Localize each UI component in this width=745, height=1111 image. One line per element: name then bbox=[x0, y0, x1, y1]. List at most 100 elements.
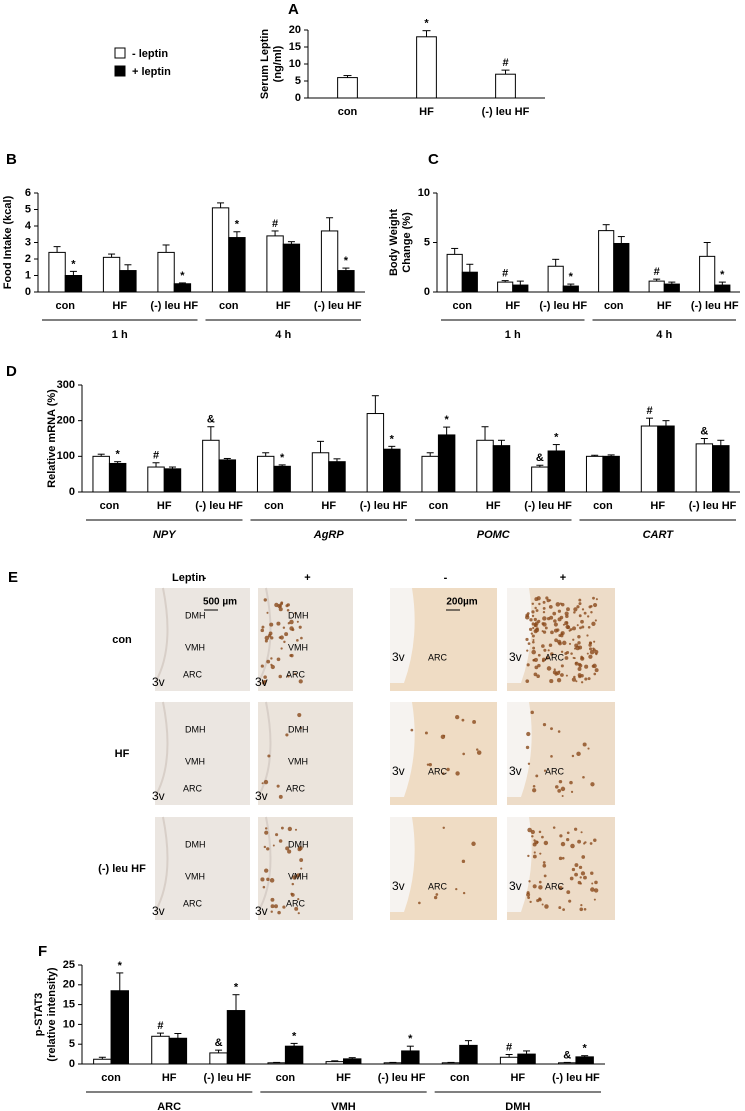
bar bbox=[147, 466, 165, 493]
region-label: 3v bbox=[255, 904, 268, 918]
stain bbox=[530, 632, 533, 635]
stain bbox=[542, 863, 547, 868]
stain bbox=[537, 653, 541, 657]
stain bbox=[591, 882, 594, 885]
stain bbox=[532, 788, 537, 793]
stain bbox=[532, 658, 536, 662]
stain bbox=[285, 733, 289, 737]
stain bbox=[284, 632, 289, 637]
significance-marker: # bbox=[502, 57, 508, 69]
stain bbox=[560, 841, 566, 847]
stain bbox=[582, 742, 587, 747]
region-label: 3v bbox=[392, 764, 405, 778]
micrograph bbox=[258, 702, 353, 805]
stain bbox=[531, 614, 535, 618]
region-label: DMH bbox=[288, 610, 309, 620]
stain bbox=[550, 630, 554, 635]
stain bbox=[580, 619, 584, 624]
stain bbox=[531, 610, 535, 614]
stain bbox=[534, 665, 539, 670]
x-tick-label: HF bbox=[112, 300, 127, 312]
bar bbox=[497, 281, 514, 293]
stain bbox=[565, 621, 569, 625]
y-tick-label: 0 bbox=[69, 1058, 75, 1070]
stain bbox=[534, 621, 539, 626]
group-label: NPY bbox=[153, 529, 177, 541]
y-tick-label: 200 bbox=[57, 415, 75, 427]
stain bbox=[570, 790, 574, 793]
stain bbox=[428, 762, 432, 767]
x-tick-label: HF bbox=[486, 500, 501, 512]
x-tick-label: HF bbox=[321, 500, 336, 512]
group-label: ARC bbox=[157, 1101, 181, 1111]
stain bbox=[580, 871, 586, 876]
y-tick-label: 10 bbox=[63, 1018, 75, 1030]
stain bbox=[538, 830, 542, 834]
stain bbox=[594, 880, 598, 885]
stain bbox=[584, 677, 588, 681]
significance-marker: & bbox=[215, 1037, 223, 1049]
micrograph bbox=[258, 817, 353, 920]
stain bbox=[569, 780, 573, 785]
bar bbox=[209, 1052, 228, 1065]
stain bbox=[269, 878, 275, 883]
stain bbox=[536, 627, 539, 630]
stain bbox=[593, 888, 599, 893]
stain bbox=[578, 645, 583, 650]
stain bbox=[542, 723, 547, 727]
stain bbox=[558, 906, 562, 910]
stain bbox=[260, 628, 265, 633]
stain bbox=[294, 612, 297, 615]
x-tick-label: (-) leu HF bbox=[482, 106, 530, 118]
stain bbox=[263, 680, 267, 683]
region-label: VMH bbox=[288, 642, 308, 652]
stain bbox=[590, 604, 593, 608]
bar bbox=[119, 270, 137, 293]
stain bbox=[461, 859, 466, 864]
region-label: ARC bbox=[428, 881, 448, 891]
significance-marker: * bbox=[720, 269, 725, 281]
stain bbox=[290, 892, 293, 896]
stain bbox=[590, 871, 594, 875]
y-tick-label: 1 bbox=[25, 269, 31, 281]
significance-marker: * bbox=[583, 1043, 588, 1055]
stain bbox=[527, 642, 531, 645]
stain bbox=[559, 834, 563, 838]
stain bbox=[573, 675, 576, 679]
region-label: ARC bbox=[286, 898, 306, 908]
x-tick-label: con bbox=[101, 1072, 121, 1084]
stain bbox=[542, 606, 546, 610]
x-tick-label: HF bbox=[650, 500, 665, 512]
stain bbox=[260, 877, 265, 882]
stain bbox=[536, 674, 540, 679]
stain bbox=[592, 596, 595, 600]
region-label: DMH bbox=[185, 610, 206, 620]
stain bbox=[577, 641, 581, 645]
bar bbox=[657, 425, 675, 493]
stain bbox=[292, 875, 297, 880]
stain bbox=[298, 625, 302, 629]
stain bbox=[266, 659, 271, 664]
legend-swatch bbox=[114, 47, 126, 59]
stain bbox=[528, 880, 531, 883]
bar bbox=[531, 466, 549, 493]
y-axis-label: Change (%) bbox=[401, 212, 413, 273]
bar bbox=[325, 1061, 345, 1065]
x-tick-label: HF bbox=[157, 500, 172, 512]
bar bbox=[211, 207, 230, 293]
stain bbox=[525, 615, 530, 620]
stain bbox=[545, 596, 549, 600]
stain bbox=[476, 748, 479, 751]
stain bbox=[558, 886, 563, 891]
y-tick-label: 2 bbox=[25, 253, 31, 265]
stain bbox=[588, 654, 593, 659]
bar bbox=[602, 455, 620, 493]
x-tick-label: con bbox=[219, 300, 239, 312]
stain bbox=[581, 608, 585, 611]
stain bbox=[539, 852, 542, 855]
y-tick-label: 300 bbox=[57, 379, 75, 391]
bar bbox=[547, 265, 564, 293]
y-tick-label: 20 bbox=[289, 24, 301, 36]
stain bbox=[276, 784, 280, 788]
stain bbox=[533, 851, 536, 854]
